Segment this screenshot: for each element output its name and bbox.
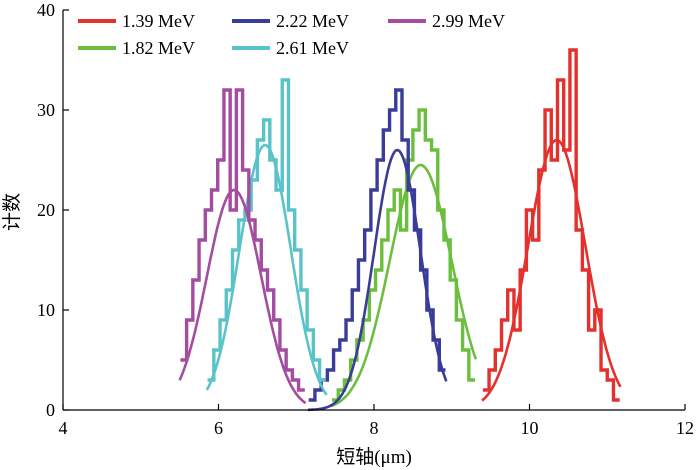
histogram-steps [180,88,305,392]
gaussian-fit-line [178,188,307,405]
histogram-steps [482,48,620,402]
legend: 1.39 MeV 1.82 MeV 2.22 MeV 2.61 MeV 2.99 MeV [78,11,505,58]
legend-label: 2.99 MeV [432,11,505,31]
y-tick-label: 0 [46,400,55,420]
gaussian-fit-line [205,143,328,396]
histogram-steps [332,108,476,402]
legend-label: 1.39 MeV [122,11,195,31]
y-axis-title: 计数 [1,193,23,231]
histogram-steps [308,88,446,402]
axes [62,10,685,411]
y-tick-label: 40 [37,0,55,20]
legend-item: 2.22 MeV [232,11,349,31]
x-tick-label: 8 [370,418,379,438]
gaussian-fit-line [481,138,622,402]
legend-item: 1.82 MeV [78,38,195,58]
legend-item: 2.99 MeV [388,11,505,31]
series-2 [307,88,448,412]
x-tick-label: 4 [59,418,68,438]
x-tick-label: 10 [521,418,539,438]
plot-series [178,48,622,412]
y-tick-label: 30 [37,100,55,120]
x-ticks: 4 6 8 10 12 [59,404,694,438]
series-0 [481,48,622,402]
legend-item: 1.39 MeV [78,11,195,31]
y-ticks: 0 10 20 30 40 [37,0,69,420]
legend-label: 2.61 MeV [276,38,349,58]
gaussian-fit-line [307,148,448,412]
series-4 [178,88,307,405]
x-tick-label: 12 [676,418,694,438]
legend-label: 2.22 MeV [276,11,349,31]
x-axis-title: 短轴(μm) [336,446,412,468]
gaussian-fit-line [330,163,478,408]
histogram-steps [207,78,326,382]
legend-label: 1.82 MeV [122,38,195,58]
y-tick-label: 10 [37,300,55,320]
series-3 [205,78,328,396]
x-tick-label: 6 [214,418,223,438]
legend-item: 2.61 MeV [232,38,349,58]
series-1 [330,108,478,408]
y-tick-label: 20 [37,200,55,220]
